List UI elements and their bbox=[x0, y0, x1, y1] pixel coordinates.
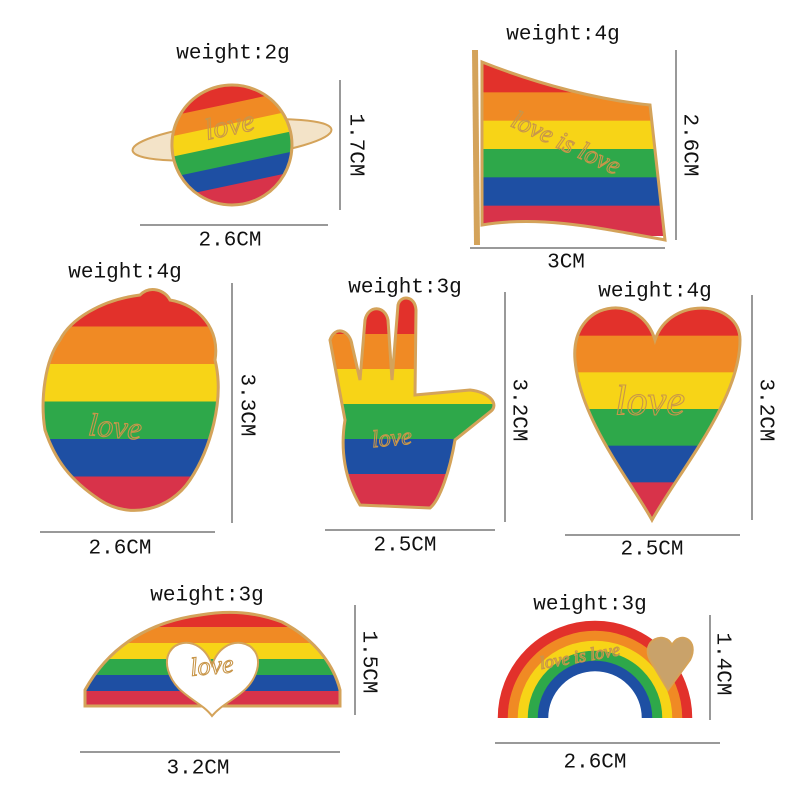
planet-pin bbox=[171, 85, 292, 205]
heart-pin-outline bbox=[573, 306, 742, 524]
width-label: 2.5CM bbox=[620, 539, 683, 562]
inscription: love bbox=[189, 649, 235, 682]
rainbow-band bbox=[517, 640, 673, 719]
weight-label: weight:4g bbox=[506, 24, 619, 47]
organ-heart-pin bbox=[43, 289, 219, 511]
hands-heart-pin-outline bbox=[83, 610, 342, 708]
height-label: 1.7CM bbox=[343, 113, 366, 176]
flag-pin bbox=[482, 64, 665, 236]
height-label: 3.3CM bbox=[234, 373, 257, 436]
height-label: 1.5CM bbox=[356, 630, 379, 693]
width-label: 2.5CM bbox=[373, 535, 436, 558]
weight-label: weight:3g bbox=[150, 585, 263, 608]
inscription: love bbox=[87, 406, 143, 447]
width-label: 2.6CM bbox=[563, 752, 626, 775]
weight-label: weight:3g bbox=[533, 594, 646, 617]
flag-pin-outline bbox=[480, 59, 667, 242]
width-label: 2.6CM bbox=[88, 538, 151, 561]
dimension-lines bbox=[40, 50, 753, 753]
rainbow-band bbox=[527, 650, 663, 719]
organ-heart-pin-outline bbox=[41, 288, 220, 512]
weight-label: weight:3g bbox=[348, 277, 461, 300]
width-label: 3CM bbox=[547, 252, 585, 275]
height-label: 3.2CM bbox=[506, 378, 529, 441]
weight-label: weight:4g bbox=[68, 262, 181, 285]
weight-label: weight:2g bbox=[176, 43, 289, 66]
hand-pin-outline bbox=[328, 296, 496, 510]
inscription: love bbox=[371, 424, 413, 453]
inscription: love bbox=[615, 379, 685, 425]
height-label: 1.4CM bbox=[710, 632, 733, 695]
weight-label: weight:4g bbox=[598, 281, 711, 304]
width-label: 2.6CM bbox=[198, 230, 261, 253]
planet-pin-outline bbox=[170, 83, 294, 207]
height-label: 3.2CM bbox=[753, 378, 776, 441]
flag-pole bbox=[472, 49, 480, 246]
rainbow-band bbox=[537, 660, 653, 719]
width-label: 3.2CM bbox=[166, 758, 229, 781]
height-label: 2.6CM bbox=[677, 113, 700, 176]
rainbow-heart bbox=[646, 636, 694, 692]
hands-heart-center bbox=[165, 641, 260, 718]
